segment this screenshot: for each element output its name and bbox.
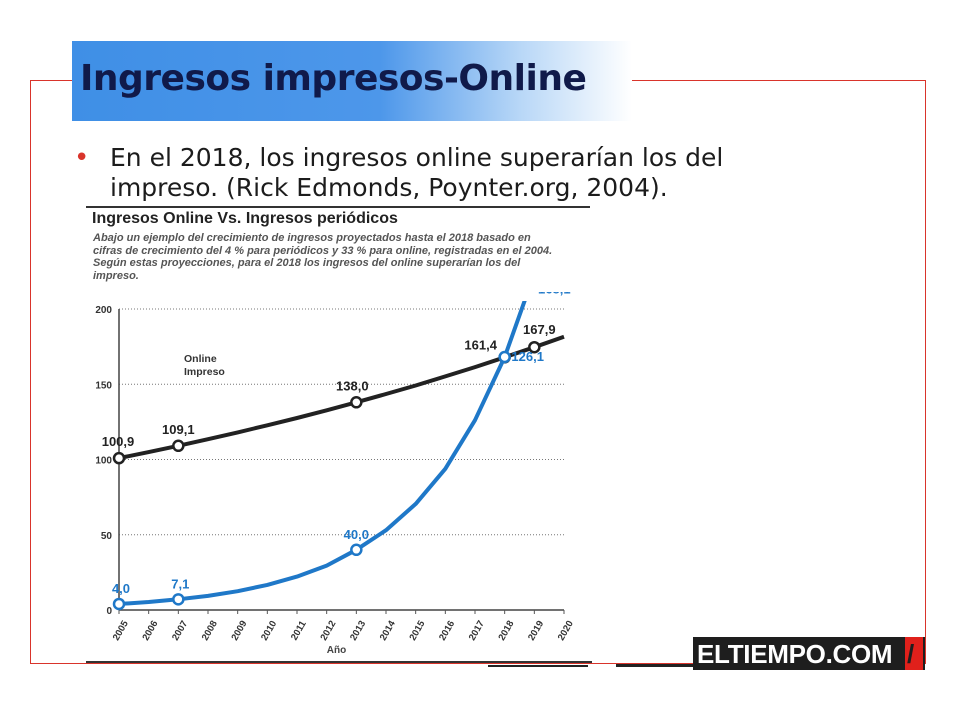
chart-subtitle: Abajo un ejemplo del crecimiento de ingr… [93,232,553,282]
y-tick-label: 50 [101,531,113,542]
brand-slash-mark: / [907,639,915,669]
data-label-impreso: 138,0 [336,378,369,393]
x-tick-label: 2012 [318,619,338,643]
x-tick-label: 2009 [229,619,249,643]
x-tick-label: 2016 [437,619,457,643]
bullet-text: En el 2018, los ingresos online superarí… [110,143,724,202]
x-tick-label: 2005 [111,618,131,642]
series-line-online [119,301,527,606]
chart-title: Ingresos Online Vs. Ingresos periódicos [92,210,398,227]
data-label-online: 4,0 [112,581,130,596]
data-point-impreso [528,340,541,354]
x-tick-label: 2014 [378,618,398,642]
y-tick-label: 100 [95,456,112,467]
data-label-impreso: 109,1 [162,422,195,437]
slide-title: Ingresos impresos-Online [80,58,587,99]
revenue-line-chart: 0 50 100 150 200 2005 2006 2007 2008 2009 2010 2011… [95,292,576,656]
data-point-online [498,350,511,364]
y-tick-label: 200 [95,305,112,316]
legend-item-impreso: Impreso [184,366,225,378]
x-tick-label: 2017 [467,619,487,643]
data-point-impreso [112,451,126,465]
x-tick-label: 2020 [556,619,576,643]
legend-item-online: Online [184,353,217,365]
x-tick-label: 2011 [289,618,309,642]
data-point-impreso [172,439,185,453]
series-line-impreso [119,334,565,461]
y-tick-label: 0 [106,606,112,617]
x-tick-label: 2019 [526,619,546,643]
title-band [72,41,632,121]
x-tick-label: 2013 [348,619,368,643]
y-tick-label: 150 [95,380,112,391]
x-tick-label: 2008 [200,619,220,643]
x-tick-label: 2018 [496,619,516,643]
data-label-impreso: 100,9 [102,434,135,449]
x-tick-label: 2010 [259,619,279,643]
data-label-online: 7,1 [171,576,189,591]
data-point-online [172,593,185,606]
data-label-online: 126,1 [511,349,544,364]
x-tick-label: 2007 [170,619,190,643]
data-label-online: 40,0 [344,527,369,542]
data-label-impreso: 167,9 [523,322,556,337]
footer-rule-2 [616,664,696,667]
data-point-online [350,543,363,557]
bullet-dot: • [74,143,90,173]
x-axis-label: Año [327,645,346,656]
x-tick-label: 2015 [407,618,427,642]
brand-logo-text: ELTIEMPO.COM [697,639,893,669]
x-tick-label: 2006 [140,619,160,643]
data-point-online [112,597,126,611]
brand-slash-block [905,637,923,670]
data-label-online: 168,1 [538,292,571,297]
data-point-impreso [350,396,363,409]
chart-bottom-rule [86,661,592,663]
footer-rule-1 [488,665,588,667]
brand-logo-box [693,637,925,670]
chart-top-rule [86,206,590,208]
data-label-impreso: 161,4 [464,337,497,352]
